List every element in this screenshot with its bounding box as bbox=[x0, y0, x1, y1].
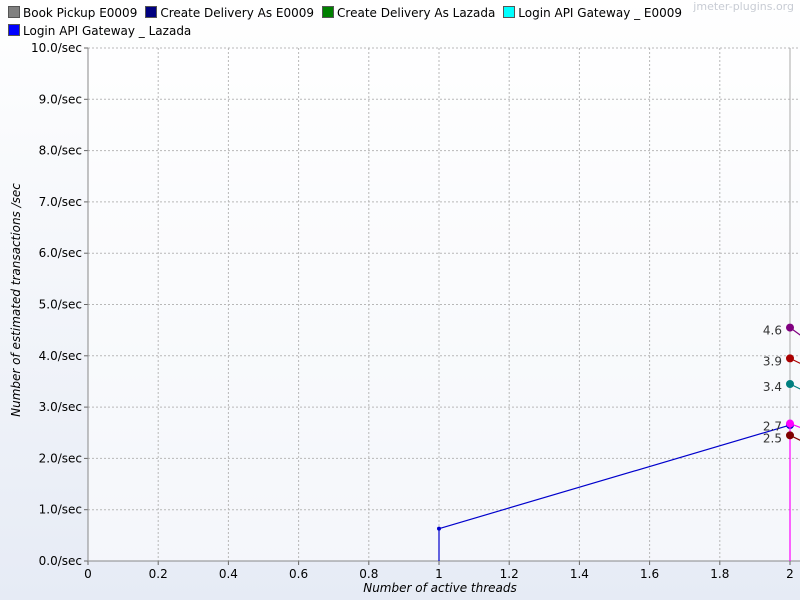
x-tick-label: 0.8 bbox=[359, 567, 378, 581]
x-tick-label: 1.2 bbox=[500, 567, 519, 581]
legend-swatch bbox=[145, 6, 158, 18]
x-tick-label: 1.8 bbox=[710, 567, 729, 581]
y-tick-label: 5.0/sec bbox=[39, 298, 82, 312]
legend-label: Login API Gateway _ Lazada bbox=[23, 24, 192, 38]
y-tick-label: 7.0/sec bbox=[39, 195, 82, 209]
data-point bbox=[786, 431, 794, 440]
legend-swatch bbox=[8, 6, 20, 18]
data-point bbox=[437, 526, 441, 531]
legend-item: Login API Gateway _ E0009 bbox=[503, 4, 682, 22]
point-value-label: 3.9 bbox=[763, 354, 782, 368]
legend-label: Create Delivery As Lazada bbox=[337, 6, 496, 20]
data-point bbox=[786, 354, 794, 363]
legend-swatch bbox=[322, 6, 335, 18]
x-tick-label: 1.4 bbox=[570, 567, 589, 581]
series bbox=[437, 323, 800, 561]
legend-swatch bbox=[8, 24, 20, 36]
y-tick-label: 3.0/sec bbox=[39, 400, 82, 414]
legend-swatch bbox=[503, 6, 516, 18]
y-tick-label: 9.0/sec bbox=[39, 92, 82, 106]
point-value-label: 3.4 bbox=[763, 380, 782, 394]
x-tick-label: 2 bbox=[786, 567, 794, 581]
x-tick-label: 0.2 bbox=[149, 567, 168, 581]
point-value-label: 2.7 bbox=[763, 420, 782, 434]
y-axis-title: Number of estimated transactions /sec bbox=[9, 183, 23, 417]
legend-item: Book Pickup E0009 bbox=[8, 4, 137, 22]
point-labels: 4.6 3.9 3.4 2.72.5 bbox=[763, 324, 782, 446]
x-tick-label: 0 bbox=[84, 567, 92, 581]
x-tick-label: 1 bbox=[435, 567, 443, 581]
legend-item: Create Delivery As E0009 bbox=[145, 4, 314, 22]
axes: 0.0/sec 1.0/sec 2.0/sec 3.0/sec 4.0/sec 5.0/s… bbox=[31, 41, 800, 581]
point-value-label: 4.6 bbox=[763, 324, 782, 338]
y-tick-label: 0.0/sec bbox=[39, 554, 82, 568]
y-tick-label: 6.0/sec bbox=[39, 246, 82, 260]
legend-label: Create Delivery As E0009 bbox=[160, 6, 315, 20]
data-point bbox=[786, 380, 794, 389]
legend-label: Book Pickup E0009 bbox=[23, 6, 138, 20]
y-tick-label: 2.0/sec bbox=[39, 451, 82, 465]
watermark: jmeter-plugins.org bbox=[693, 0, 794, 13]
legend-item: Login API Gateway _ Lazada bbox=[8, 22, 191, 40]
x-tick-label: 0.4 bbox=[219, 567, 238, 581]
x-axis-title: Number of active threads bbox=[363, 581, 517, 595]
data-point bbox=[786, 419, 794, 428]
legend-label: Login API Gateway _ E0009 bbox=[518, 6, 683, 20]
x-tick-label: 0.6 bbox=[289, 567, 308, 581]
data-point bbox=[786, 323, 794, 332]
x-tick-label: 1.6 bbox=[640, 567, 659, 581]
y-tick-label: 1.0/sec bbox=[39, 503, 82, 517]
y-tick-label: 8.0/sec bbox=[39, 144, 82, 158]
legend-item: Create Delivery As Lazada bbox=[322, 4, 495, 22]
y-tick-label: 4.0/sec bbox=[39, 349, 82, 363]
y-tick-label: 10.0/sec bbox=[31, 41, 82, 55]
point-value-label: 2.5 bbox=[763, 431, 782, 445]
legend: Book Pickup E0009 Create Delivery As E000… bbox=[8, 4, 698, 40]
